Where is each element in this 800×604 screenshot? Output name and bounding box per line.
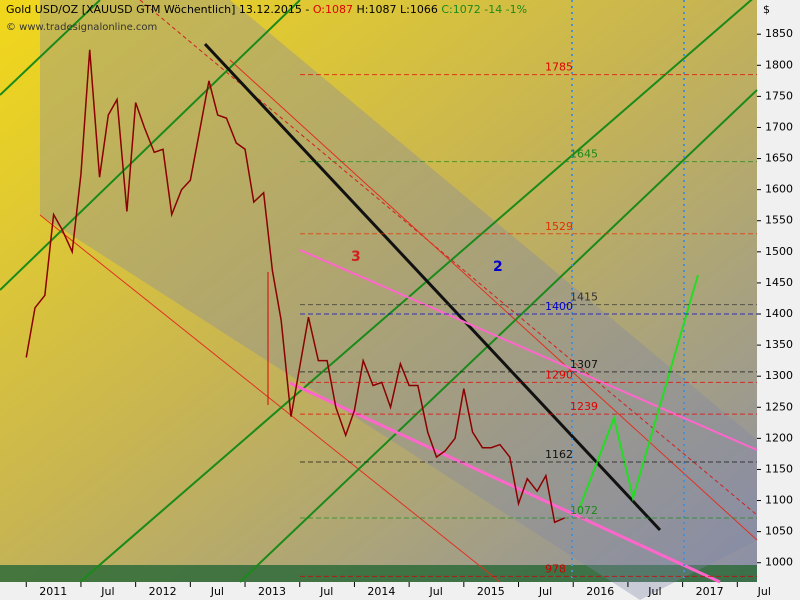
x-tick-label: 2011	[39, 585, 67, 598]
x-tick-label: 2014	[367, 585, 395, 598]
watermark: © www.tradesignalonline.com	[6, 22, 157, 33]
level-label: 1290	[545, 368, 573, 381]
volume-band	[0, 565, 757, 582]
level-label: 1239	[570, 400, 598, 413]
y-tick-label: 1450	[765, 276, 793, 289]
x-tick-label: Jul	[647, 585, 661, 598]
wave-label: 2	[493, 259, 503, 275]
level-label: 1645	[570, 148, 598, 161]
level-label: 1785	[545, 61, 573, 74]
channel-line	[229, 59, 758, 541]
y-tick-label: 1600	[765, 183, 793, 196]
header: Gold USD/OZ [XAUUSD GTM Wöchentlich] 13.…	[6, 3, 770, 33]
y-tick-label: 1100	[765, 494, 793, 507]
level-label: 978	[545, 562, 566, 575]
x-tick-label: Jul	[210, 585, 224, 598]
y-tick-label: 1250	[765, 400, 793, 413]
y-tick-label: 1550	[765, 214, 793, 227]
y-tick-label: 1850	[765, 27, 793, 40]
gann-line	[0, 0, 101, 96]
x-tick-label: 2012	[149, 585, 177, 598]
x-tick-label: Jul	[100, 585, 114, 598]
y-tick-label: 1650	[765, 152, 793, 165]
x-tick-label: 2016	[586, 585, 614, 598]
x-tick-label: Jul	[319, 585, 333, 598]
y-tick-label: 1050	[765, 525, 793, 538]
currency: $	[763, 3, 770, 16]
x-tick-label: Jul	[538, 585, 552, 598]
level-label: 1307	[570, 358, 598, 371]
pink-line	[299, 249, 758, 451]
y-tick-label: 1800	[765, 58, 793, 71]
header-title: Gold USD/OZ [XAUUSD GTM Wöchentlich] 13.…	[6, 3, 527, 16]
x-tick-label: 2017	[696, 585, 724, 598]
price-line	[25, 49, 565, 524]
x-tick-label: Jul	[428, 585, 442, 598]
price-axis	[757, 0, 800, 600]
y-tick-label: 1750	[765, 89, 793, 102]
y-tick-label: 1150	[765, 462, 793, 475]
wave-label: 3	[351, 249, 361, 265]
level-label: 1162	[545, 448, 573, 461]
y-tick-label: 1500	[765, 245, 793, 258]
level-label: 1415	[570, 291, 598, 304]
level-label: 1529	[545, 220, 573, 233]
projection-arrow	[577, 274, 699, 513]
pink-line	[289, 381, 721, 584]
level-label: 1072	[570, 504, 598, 517]
x-tick-label: Jul	[757, 585, 771, 598]
gann-line	[79, 0, 753, 583]
channel-line	[39, 214, 501, 583]
x-tick-label: 2015	[477, 585, 505, 598]
y-tick-label: 1700	[765, 120, 793, 133]
trend-line	[203, 42, 662, 532]
level-label: 1400	[545, 300, 573, 313]
y-tick-label: 1300	[765, 369, 793, 382]
y-tick-label: 1400	[765, 307, 793, 320]
x-tick-label: 2013	[258, 585, 286, 598]
time-axis	[0, 582, 757, 600]
y-tick-label: 1000	[765, 556, 793, 569]
y-tick-label: 1350	[765, 338, 793, 351]
channel	[40, 0, 757, 600]
y-tick-label: 1200	[765, 431, 793, 444]
